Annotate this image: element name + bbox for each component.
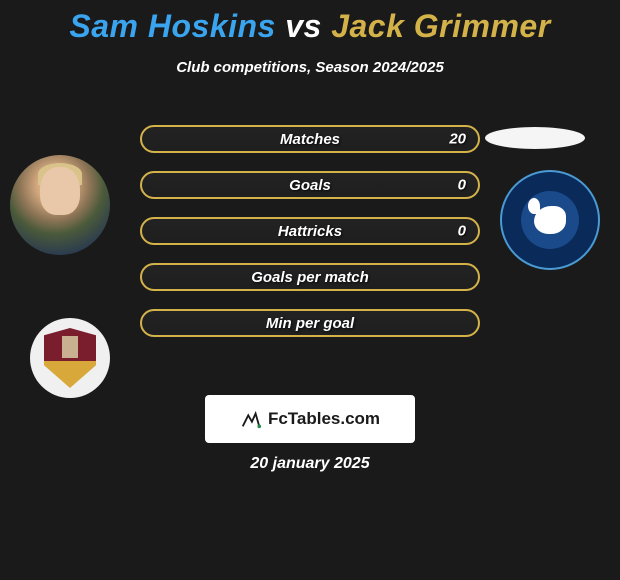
stat-row: Goals 0 [140, 171, 480, 199]
stat-value-right: 0 [458, 223, 466, 240]
stat-label: Matches [280, 131, 340, 148]
badge-inner-circle [521, 191, 579, 249]
stat-label: Goals [289, 177, 331, 194]
swan-icon [534, 206, 566, 234]
player1-avatar-head [40, 167, 80, 215]
brand-text: FcTables.com [268, 409, 380, 429]
title-separator: vs [285, 8, 322, 44]
player1-avatar [10, 155, 110, 255]
title-player1: Sam Hoskins [69, 8, 275, 44]
stat-label: Min per goal [266, 315, 354, 332]
player2-blank-oval [485, 127, 585, 149]
stat-pill: Goals 0 [140, 171, 480, 199]
shield-icon [44, 328, 96, 388]
subtitle: Club competitions, Season 2024/2025 [0, 59, 620, 76]
player2-club-badge [500, 170, 600, 270]
brand-logo-icon [240, 408, 262, 430]
brand-badge: FcTables.com [205, 395, 415, 443]
title-player2: Jack Grimmer [331, 8, 550, 44]
page-title: Sam Hoskins vs Jack Grimmer [0, 0, 620, 45]
stat-label: Hattricks [278, 223, 342, 240]
stats-container: Matches 20 Goals 0 Hattricks 0 Goals per match… [140, 125, 480, 355]
stat-value-right: 20 [449, 131, 466, 148]
stat-pill: Matches 20 [140, 125, 480, 153]
stat-row: Min per goal [140, 309, 480, 337]
stat-pill: Hattricks 0 [140, 217, 480, 245]
date-text: 20 january 2025 [0, 455, 620, 473]
stat-row: Hattricks 0 [140, 217, 480, 245]
stat-value-right: 0 [458, 177, 466, 194]
player1-club-badge [30, 318, 110, 398]
stat-row: Goals per match [140, 263, 480, 291]
stat-pill: Min per goal [140, 309, 480, 337]
stat-row: Matches 20 [140, 125, 480, 153]
tower-icon [62, 336, 78, 358]
stat-pill: Goals per match [140, 263, 480, 291]
stat-label: Goals per match [251, 269, 369, 286]
